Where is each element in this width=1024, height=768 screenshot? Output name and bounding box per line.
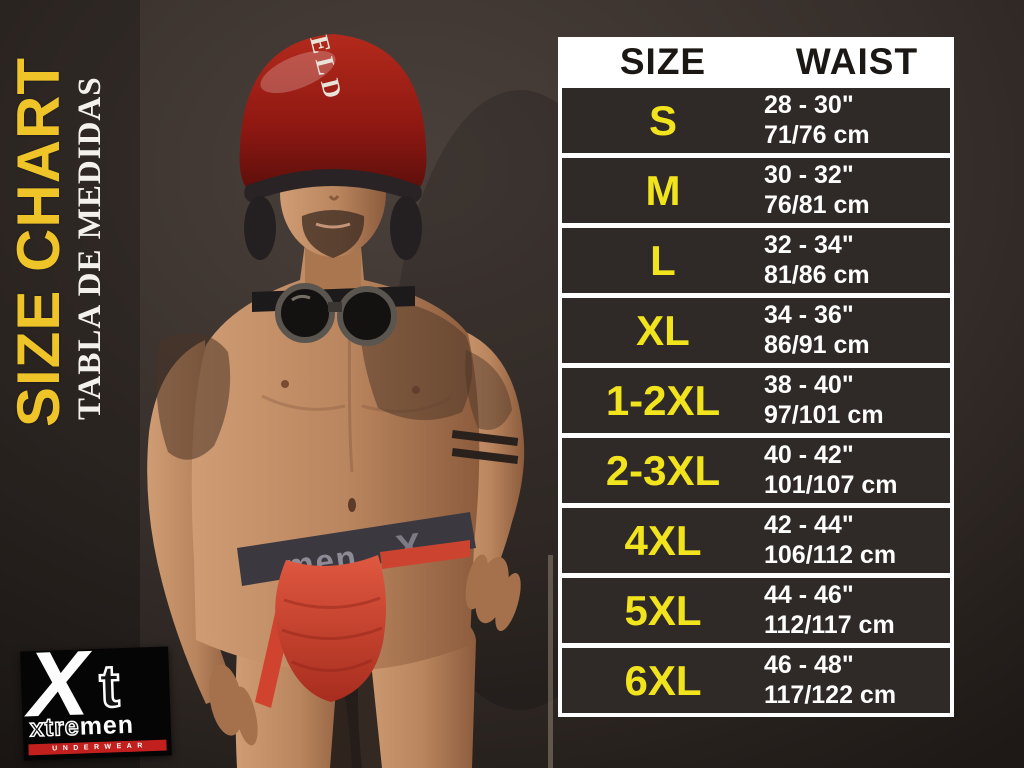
red-jock-pouch [275,555,387,702]
waist-inches: 28 - 30" [764,91,854,119]
size-cell: 4XL [624,516,702,564]
waist-cm: 81/86 cm [764,260,870,289]
waist-cell: 38 - 40" 97/101 cm [764,371,950,430]
waist-cm: 106/112 cm [764,540,897,569]
waist-cell: 30 - 32" 76/81 cm [764,161,950,220]
table-row: 4XL 42 - 44" 106/112 cm [562,508,950,573]
waist-inches: 30 - 32" [764,161,854,189]
size-cell: S [648,96,677,144]
waist-cell: 42 - 44" 106/112 cm [764,511,950,570]
arm-tattoo [156,333,231,460]
left-hand [209,664,258,746]
waist-cm: 76/81 cm [764,190,870,219]
waist-cell: 46 - 48" 117/122 cm [764,651,950,710]
waist-cm: 101/107 cm [764,470,898,499]
table-header-row: SIZE WAIST [562,41,950,83]
waist-inches: 38 - 40" [764,371,854,399]
size-cell: 6XL [624,656,702,704]
waist-inches: 34 - 36" [764,301,854,329]
waist-cell: 28 - 30" 71/76 cm [764,91,950,150]
logo-wordmark: xtremen [29,710,135,743]
size-cell: 1-2XL [605,376,721,424]
table-row: 5XL 44 - 46" 112/117 cm [562,578,950,643]
table-row: 6XL 46 - 48" 117/122 cm [562,648,950,713]
size-cell: 5XL [624,586,702,634]
waist-cm: 97/101 cm [764,400,884,429]
waist-inches: 46 - 48" [764,651,854,679]
beard [301,210,365,258]
size-chart-table: SIZE WAIST S 28 - 30" 71/76 cm M 30 - 32… [558,37,954,717]
model-figure: ELD men X [147,32,525,768]
size-cell: L [650,236,676,284]
waist-inches: 42 - 44" [764,511,854,539]
table-row: L 32 - 34" 81/86 cm [562,228,950,293]
column-header-waist: WAIST [795,41,919,82]
logo-wordmark-solid: men [79,710,135,741]
size-cell: M [645,166,681,214]
waist-cm: 112/117 cm [764,610,895,639]
table-row: XL 34 - 36" 86/91 cm [562,298,950,363]
waist-inches: 40 - 42" [764,441,854,469]
table-row: M 30 - 32" 76/81 cm [562,158,950,223]
size-cell: 2-3XL [605,446,721,494]
brand-logo: X t xtremen UNDERWEAR [20,632,172,761]
waist-cell: 40 - 42" 101/107 cm [764,441,950,500]
page-title: SIZE CHART [5,57,72,427]
size-cell: XL [636,306,690,354]
waist-inches: 44 - 46" [764,581,854,609]
table-row: S 28 - 30" 71/76 cm [562,88,950,153]
waist-cm: 86/91 cm [764,330,870,359]
waist-cell: 32 - 34" 81/86 cm [764,231,950,290]
table-body: S 28 - 30" 71/76 cm M 30 - 32" 76/81 cm … [562,88,950,713]
waist-cm: 71/76 cm [764,120,870,149]
red-helmet [239,34,427,187]
table-row: 2-3XL 40 - 42" 101/107 cm [562,438,950,503]
right-hand [465,554,521,631]
waist-inches: 32 - 34" [764,231,854,259]
waist-cell: 34 - 36" 86/91 cm [764,301,950,360]
waist-cm: 117/122 cm [764,680,897,709]
goggles [252,283,415,346]
logo-t-monogram: t [97,651,122,721]
page-subtitle: TABLA DE MEDIDAS [72,76,108,420]
column-header-size: SIZE [619,41,707,82]
logo-wordmark-outline: xtre [29,712,81,743]
table-row: 1-2XL 38 - 40" 97/101 cm [562,368,950,433]
logo-underwear-bar: UNDERWEAR [28,739,167,756]
waist-cell: 44 - 46" 112/117 cm [764,581,950,640]
